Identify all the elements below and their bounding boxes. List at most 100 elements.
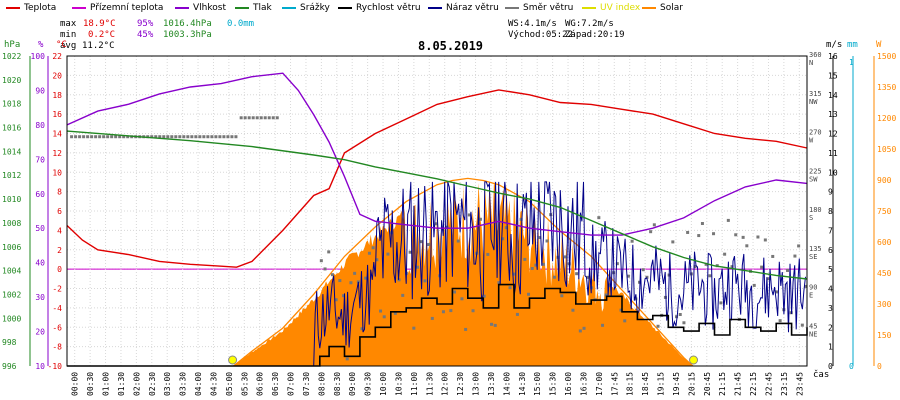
tick-label-time: 04:00 <box>194 372 203 396</box>
tick-label-ms: 5 <box>828 265 833 274</box>
wind-direction-point <box>615 262 619 266</box>
legend-item-rychlost-vetru: Rychlost větru <box>338 3 421 13</box>
wind-direction-point <box>353 271 357 275</box>
tick-label-time: 11:30 <box>425 372 434 396</box>
wind-direction-point <box>682 321 686 325</box>
wind-direction-point <box>82 135 86 139</box>
wind-direction-point <box>334 298 338 302</box>
tick-label-temp: 18 <box>52 91 62 100</box>
wind-direction-point <box>604 293 608 297</box>
tick-label-time: 22:15 <box>749 372 758 396</box>
wind-direction-point <box>571 308 575 312</box>
wind-direction-point <box>586 275 590 279</box>
wind-direction-point <box>375 258 379 262</box>
tick-label-ms: 4 <box>828 285 833 294</box>
tick-label-dir: W <box>809 137 814 145</box>
tick-label-hpa: 1020 <box>2 76 21 85</box>
wind-direction-point <box>360 327 364 331</box>
wind-direction-point <box>578 329 582 333</box>
stat-avg-temp: 11.2°C <box>82 41 115 51</box>
stat-min-label: min <box>60 30 76 40</box>
tick-label-temp: 22 <box>52 52 62 61</box>
tick-label-ms: 15 <box>828 71 838 80</box>
wind-direction-point <box>508 286 512 290</box>
wind-direction-point <box>267 116 271 120</box>
tick-label-time: 17:00 <box>595 372 604 396</box>
humidity-line <box>66 72 808 236</box>
wind-direction-point <box>538 236 542 240</box>
tick-label-time: 15:30 <box>549 372 558 396</box>
tick-label-deg: 135 <box>809 245 822 253</box>
wind-direction-point <box>456 239 460 243</box>
tick-label-time: 00:30 <box>86 372 95 396</box>
wind-direction-point <box>774 290 778 294</box>
legend-item-teplota: Teplota <box>6 3 56 13</box>
tick-label-time: 09:00 <box>348 372 357 396</box>
wind-direction-point <box>323 267 327 271</box>
wind-direction-point <box>527 292 531 296</box>
wind-direction-point <box>441 310 445 314</box>
tick-label-dir: S <box>809 214 813 222</box>
tick-label-hpa: 1014 <box>2 147 21 156</box>
x-axis-label: čas <box>813 369 829 380</box>
wind-direction-point <box>186 135 190 139</box>
tick-label-time: 16:30 <box>579 372 588 396</box>
tick-label-time: 20:45 <box>703 372 712 396</box>
wind-direction-point <box>464 327 468 331</box>
axis-unit-temp: °C <box>56 40 67 50</box>
tick-label-deg: 90 <box>809 284 817 292</box>
tick-label-dir: NW <box>809 98 818 106</box>
wind-direction-point <box>752 283 756 287</box>
wind-direction-point <box>652 223 656 227</box>
sunset-marker <box>689 355 699 365</box>
wind-direction-point <box>663 295 667 299</box>
wind-direction-point <box>545 239 549 243</box>
tick-label-dir: NE <box>809 330 817 338</box>
tick-label-time: 06:00 <box>256 372 265 396</box>
solar-curve <box>233 177 694 367</box>
tick-label-deg: 180 <box>809 206 822 214</box>
wind-direction-point <box>708 274 712 278</box>
wind-speed-line <box>67 283 808 367</box>
tick-label-mm: 0 <box>849 362 854 371</box>
wind-direction-point <box>804 284 808 288</box>
stat-min-humidity: 45% <box>137 30 154 40</box>
tick-label-temp: 10 <box>52 168 62 177</box>
wind-direction-point <box>382 315 386 319</box>
stat-sunrise: Východ:05:22 <box>508 30 573 40</box>
legend-item-uv-index: UV index <box>582 3 640 13</box>
tick-label-time: 07:00 <box>287 372 296 396</box>
wind-direction-point <box>78 135 82 139</box>
wind-direction-point <box>243 116 247 120</box>
wind-direction-point <box>623 319 627 323</box>
wind-direction-point <box>449 309 453 313</box>
wind-direction-point <box>523 257 527 261</box>
tick-label-time: 00:00 <box>71 372 80 396</box>
wind-direction-point <box>319 259 323 263</box>
wind-direction-point <box>552 275 556 279</box>
chart-axes: -10-8-6-4-202468101214161820229969981000… <box>2 51 896 396</box>
tick-label-temp: 4 <box>57 226 62 235</box>
stat-max-rain: 0.0mm <box>227 19 254 29</box>
wind-direction-point <box>271 116 275 120</box>
tick-label-temp: 8 <box>57 188 62 197</box>
tick-label-w: 750 <box>877 207 892 216</box>
wind-direction-point <box>771 254 775 258</box>
wind-direction-point <box>601 323 605 327</box>
wind-direction-point <box>118 135 122 139</box>
tick-label-dir: SE <box>809 253 817 261</box>
tick-label-time: 13:30 <box>487 372 496 396</box>
tick-label-hpa: 996 <box>2 362 17 371</box>
wind-direction-point <box>427 243 431 247</box>
tick-label-hpa: 1000 <box>2 314 21 323</box>
wind-direction-point <box>345 357 349 361</box>
tick-label-deg: 270 <box>809 129 822 137</box>
stat-max-humidity: 95% <box>137 19 154 29</box>
tick-label-time: 06:30 <box>271 372 280 396</box>
tick-label-dir: E <box>809 292 813 300</box>
wind-direction-point <box>206 135 210 139</box>
wind-direction-point <box>412 326 416 330</box>
wind-direction-point <box>90 135 94 139</box>
plot-frame <box>66 55 808 367</box>
tick-label-time: 22:45 <box>764 372 773 396</box>
